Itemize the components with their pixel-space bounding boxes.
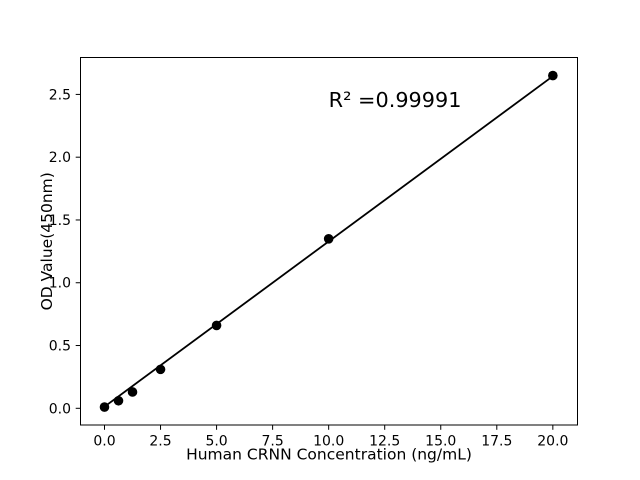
data-point	[548, 70, 558, 81]
x-axis-ticks: 0.0 2.5 5.0 7.5 10.0 12.5 15.0 17.5 20.0	[93, 425, 568, 450]
data-point	[323, 234, 334, 244]
x-tick-label: 7.5	[261, 434, 283, 450]
x-tick-label: 2.5	[149, 434, 171, 450]
x-tick-label: 0.0	[93, 434, 115, 450]
y-tick-label: 2.0	[49, 150, 71, 166]
y-tick-label: 1.0	[49, 276, 71, 292]
data-series	[99, 70, 558, 412]
y-axis-ticks: 0.0 0.5 1.0 1.5 2.0 2.5	[49, 87, 81, 417]
x-tick-label: 10.0	[313, 434, 344, 450]
y-tick-label: 0.0	[49, 401, 71, 417]
data-point	[127, 387, 138, 397]
data-point	[155, 364, 166, 375]
x-tick-label: 17.5	[481, 434, 512, 450]
data-point	[211, 320, 222, 331]
x-axis-label: Human CRNN Concentration (ng/mL)	[186, 446, 472, 464]
y-tick-label: 1.5	[49, 213, 71, 229]
y-axis-label: OD Value(450nm)	[38, 172, 56, 310]
data-point	[113, 395, 124, 406]
y-tick-label: 2.5	[49, 87, 71, 103]
x-tick-label: 12.5	[369, 434, 400, 450]
x-tick-label: 5.0	[205, 434, 227, 450]
x-tick-label: 15.0	[425, 434, 456, 450]
data-point	[99, 402, 110, 412]
y-tick-label: 0.5	[49, 339, 71, 355]
r-squared-annotation: R² =0.99991	[329, 88, 462, 112]
x-tick-label: 20.0	[537, 434, 568, 450]
